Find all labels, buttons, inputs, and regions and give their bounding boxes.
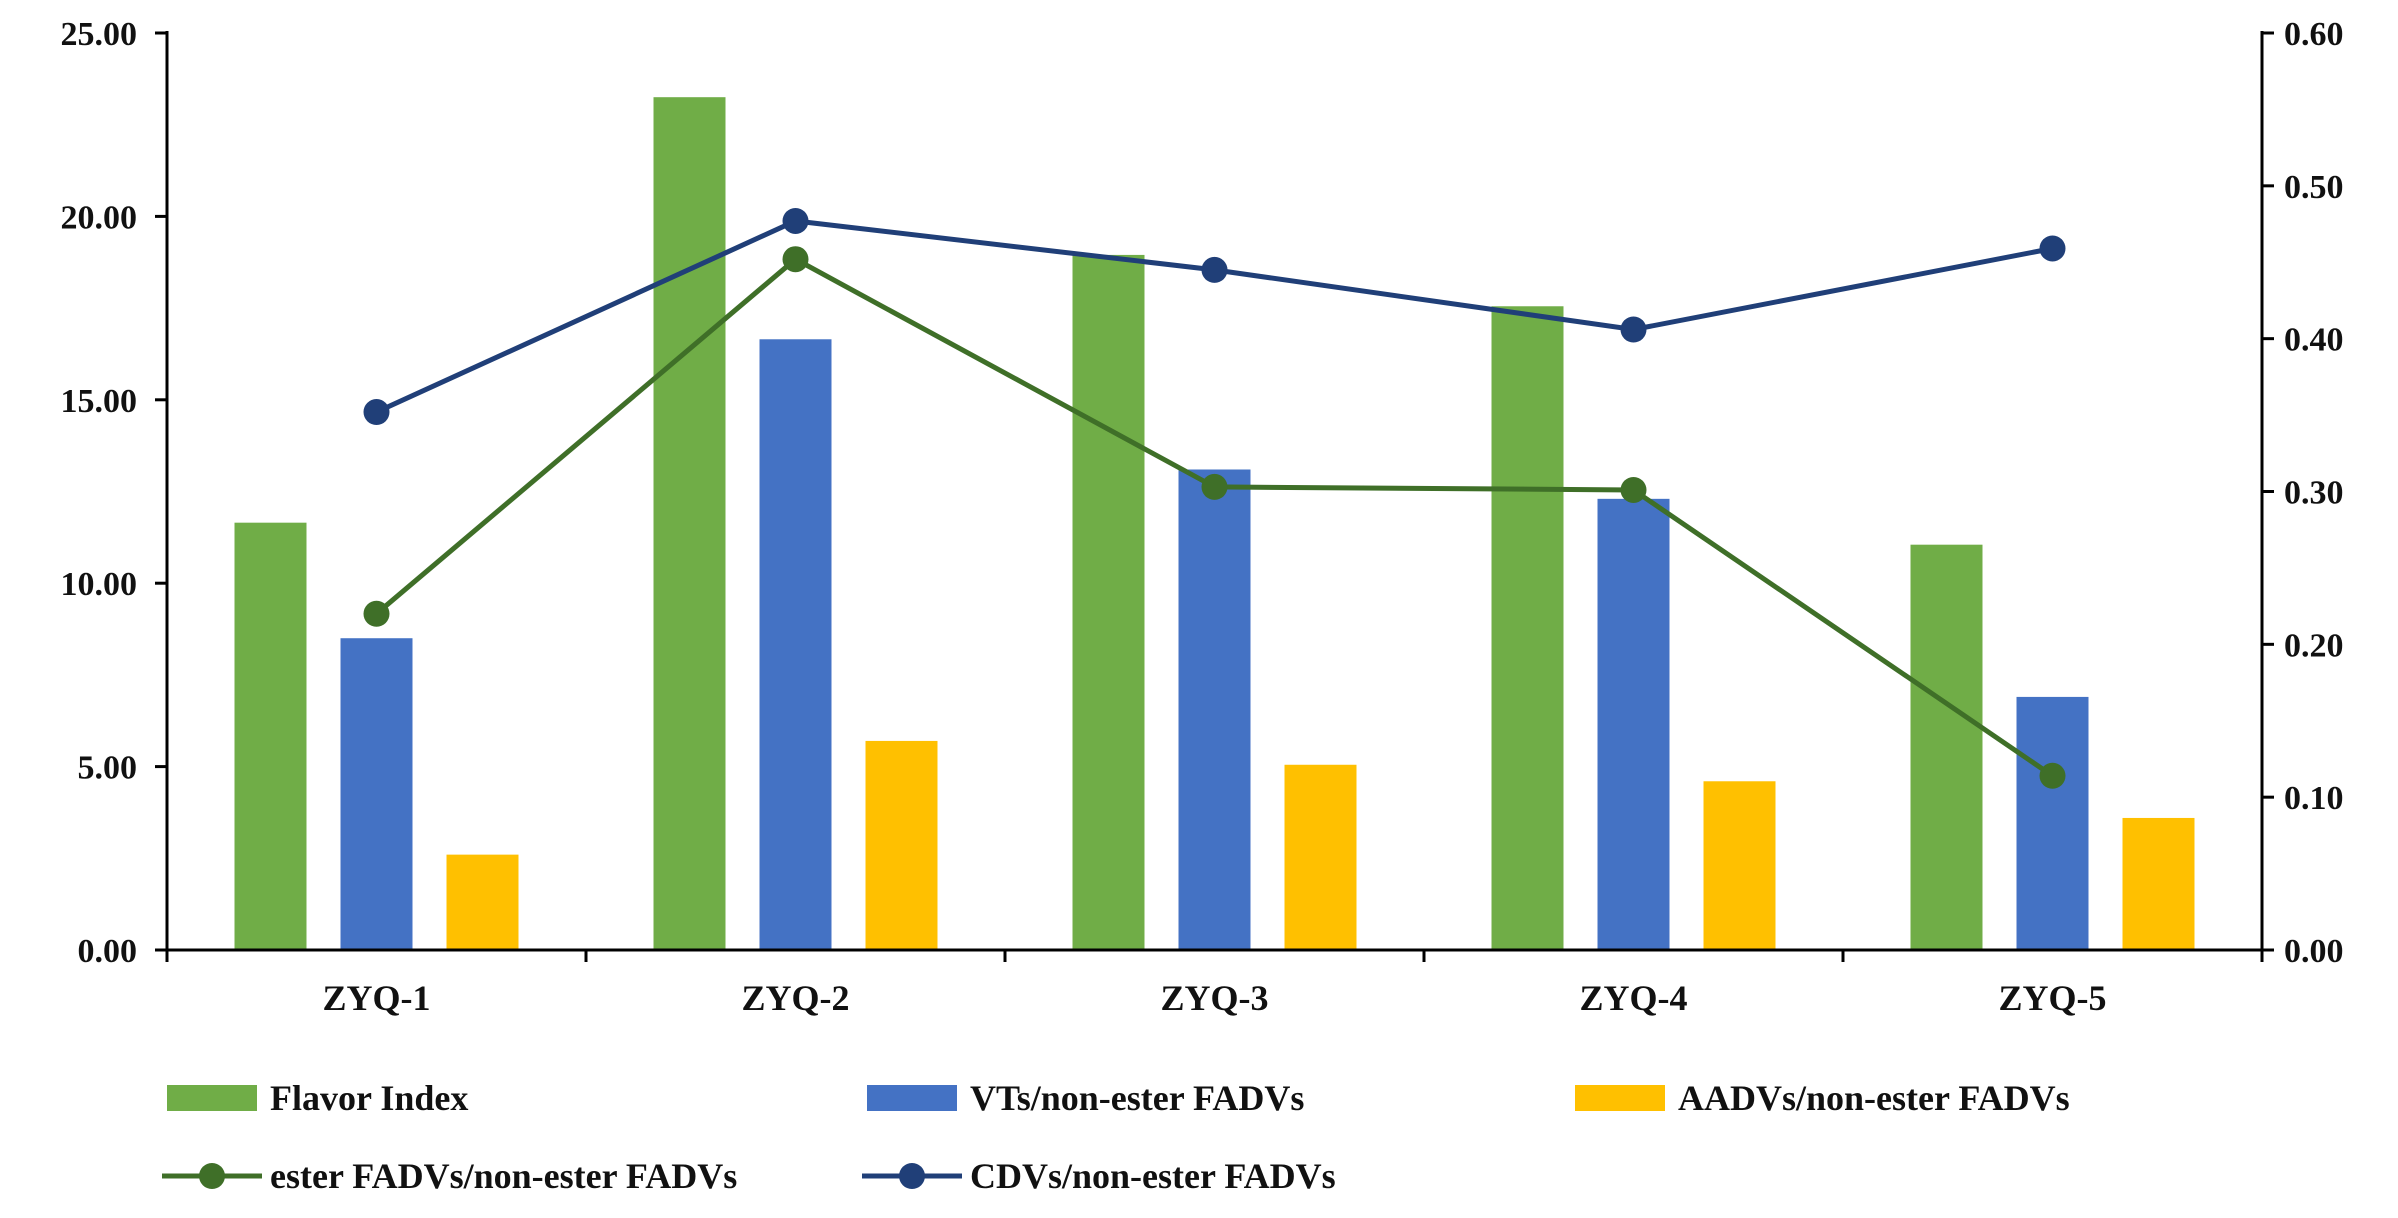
x-tick-label: ZYQ-2: [742, 978, 850, 1018]
legend-label-vts-non-ester-fadvs: VTs/non-ester FADVs: [970, 1078, 1304, 1118]
bar-aadvs-non-ester-fadvs-zyq-1: [446, 854, 519, 950]
bar-vts-non-ester-fadvs-zyq-4: [1597, 498, 1670, 950]
point-cdvs-non-ester-fadvs-zyq-1: [363, 399, 390, 426]
x-tick-label: ZYQ-4: [1580, 978, 1688, 1018]
right-y-tick-label: 0.60: [2284, 16, 2344, 53]
x-tick-label: ZYQ-5: [1999, 978, 2107, 1018]
line-layer: [363, 207, 2066, 789]
right-y-tick-label: 0.50: [2284, 169, 2344, 206]
bar-vts-non-ester-fadvs-zyq-5: [2016, 696, 2089, 950]
line-cdvs-non-ester-fadvs: [375, 218, 2053, 415]
bar-vts-non-ester-fadvs-zyq-2: [759, 339, 832, 950]
point-ester-fadvs-non-ester-fadvs-zyq-3: [1201, 473, 1228, 500]
legend-swatch-aadvs-non-ester-fadvs: [1575, 1085, 1665, 1111]
bar-flavor-index-zyq-5: [1910, 544, 1983, 950]
right-y-tick-label: 0.20: [2284, 627, 2344, 664]
legend-label-ester-fadvs-non-ester-fadvs: ester FADVs/non-ester FADVs: [270, 1156, 737, 1196]
legend-swatch-flavor-index: [167, 1085, 257, 1111]
point-cdvs-non-ester-fadvs-zyq-5: [2039, 235, 2066, 262]
bar-aadvs-non-ester-fadvs-zyq-5: [2122, 817, 2195, 950]
bar-vts-non-ester-fadvs-zyq-1: [340, 638, 413, 950]
right-y-tick-label: 0.00: [2284, 933, 2344, 970]
bar-flavor-index-zyq-1: [234, 522, 307, 950]
bar-layer: [234, 97, 2195, 950]
point-cdvs-non-ester-fadvs-zyq-4: [1620, 316, 1647, 343]
bar-aadvs-non-ester-fadvs-zyq-2: [865, 740, 938, 950]
right-y-tick-label: 0.10: [2284, 780, 2344, 817]
x-tick-label: ZYQ-1: [323, 978, 431, 1018]
left-y-tick-label: 20.00: [61, 199, 138, 236]
legend-label-aadvs-non-ester-fadvs: AADVs/non-ester FADVs: [1678, 1078, 2070, 1118]
point-ester-fadvs-non-ester-fadvs-zyq-4: [1620, 476, 1647, 503]
legend-marker-ester-fadvs-non-ester-fadvs: [199, 1163, 225, 1189]
axes-layer: 0.00 5.00 10.00 15.00 20.00 25.00 0.00 0.10 0.20…: [61, 16, 2344, 1018]
x-tick-label: ZYQ-3: [1161, 978, 1269, 1018]
legend-label-flavor-index: Flavor Index: [270, 1078, 468, 1118]
bar-aadvs-non-ester-fadvs-zyq-4: [1703, 781, 1776, 950]
bar-flavor-index-zyq-2: [653, 97, 726, 950]
bar-flavor-index-zyq-4: [1491, 306, 1564, 950]
left-y-tick-label: 0.00: [78, 933, 138, 970]
bar-vts-non-ester-fadvs-zyq-3: [1178, 469, 1251, 950]
bar-aadvs-non-ester-fadvs-zyq-3: [1284, 764, 1357, 950]
legend: Flavor Index VTs/non-ester FADVs AADVs/non…: [162, 1078, 2070, 1196]
legend-swatch-vts-non-ester-fadvs: [867, 1085, 957, 1111]
right-y-tick-label: 0.30: [2284, 475, 2344, 512]
right-y-tick-label: 0.40: [2284, 322, 2344, 359]
point-ester-fadvs-non-ester-fadvs-zyq-5: [2039, 762, 2066, 789]
legend-marker-cdvs-non-ester-fadvs: [899, 1163, 925, 1189]
left-y-tick-label: 5.00: [78, 750, 138, 787]
point-ester-fadvs-non-ester-fadvs-zyq-1: [363, 600, 390, 627]
point-cdvs-non-ester-fadvs-zyq-3: [1201, 256, 1228, 283]
bar-flavor-index-zyq-3: [1072, 254, 1145, 950]
left-y-tick-label: 10.00: [61, 566, 138, 603]
point-ester-fadvs-non-ester-fadvs-zyq-2: [782, 246, 809, 273]
legend-label-cdvs-non-ester-fadvs: CDVs/non-ester FADVs: [970, 1156, 1336, 1196]
left-y-tick-label: 25.00: [61, 16, 138, 53]
point-cdvs-non-ester-fadvs-zyq-2: [782, 207, 809, 234]
left-y-tick-label: 15.00: [61, 383, 138, 420]
